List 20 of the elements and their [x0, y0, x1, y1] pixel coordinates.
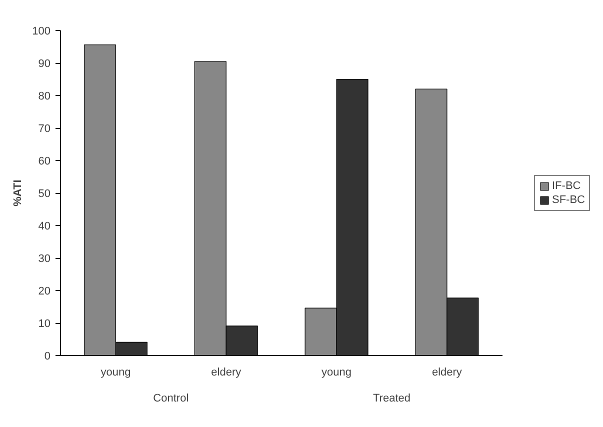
x-tick-label: eldery — [432, 366, 462, 378]
y-tick-label: 60 — [38, 156, 51, 168]
y-tick-label: 80 — [38, 90, 51, 102]
legend-label: SF-BC — [552, 194, 585, 206]
y-tick-label: 50 — [38, 188, 51, 200]
y-axis-title: %ATI — [12, 180, 24, 206]
text: Control — [153, 392, 189, 404]
y-tick-label: 90 — [38, 58, 51, 70]
x-tick-label: young — [322, 366, 352, 378]
x-tick-label: young — [100, 366, 131, 378]
x-tick-label: eldery — [211, 366, 242, 378]
y-tick-label: 20 — [38, 286, 51, 298]
y-tick-label: 40 — [38, 220, 51, 232]
y-tick-label: 0 — [44, 350, 51, 362]
text: Treated — [373, 392, 411, 404]
y-tick-label: 10 — [38, 318, 51, 330]
legend-label: IF-BC — [552, 180, 581, 192]
y-tick-label: 30 — [38, 253, 51, 265]
y-tick-label: 100 — [32, 26, 51, 38]
y-tick-label: 70 — [38, 123, 51, 135]
